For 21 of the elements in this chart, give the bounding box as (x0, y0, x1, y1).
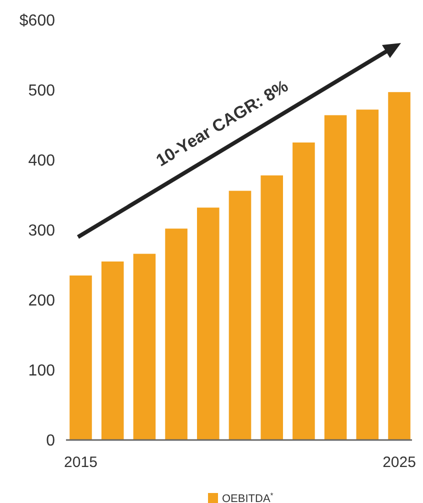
y-tick-label: 100 (28, 362, 56, 380)
x-tick-label: 2025 (382, 454, 416, 471)
bar (70, 276, 92, 440)
bar (197, 208, 220, 440)
bar (324, 115, 347, 440)
bar (165, 228, 188, 440)
bar (101, 262, 124, 440)
y-tick-label: 200 (28, 292, 56, 310)
y-tick-label: $600 (19, 12, 56, 30)
bar (228, 190, 252, 440)
bar (388, 92, 410, 440)
bar (260, 175, 283, 440)
bar (133, 254, 156, 440)
x-tick-label: 2015 (64, 454, 98, 471)
y-tick-label: 500 (28, 82, 56, 100)
y-tick-label: 0 (46, 432, 56, 450)
legend-label: OEBITDA$^{*}$ (222, 490, 274, 503)
y-tick-label: 400 (28, 152, 56, 170)
bar (292, 142, 315, 440)
bar (356, 110, 379, 440)
y-tick-label: 300 (28, 222, 56, 240)
